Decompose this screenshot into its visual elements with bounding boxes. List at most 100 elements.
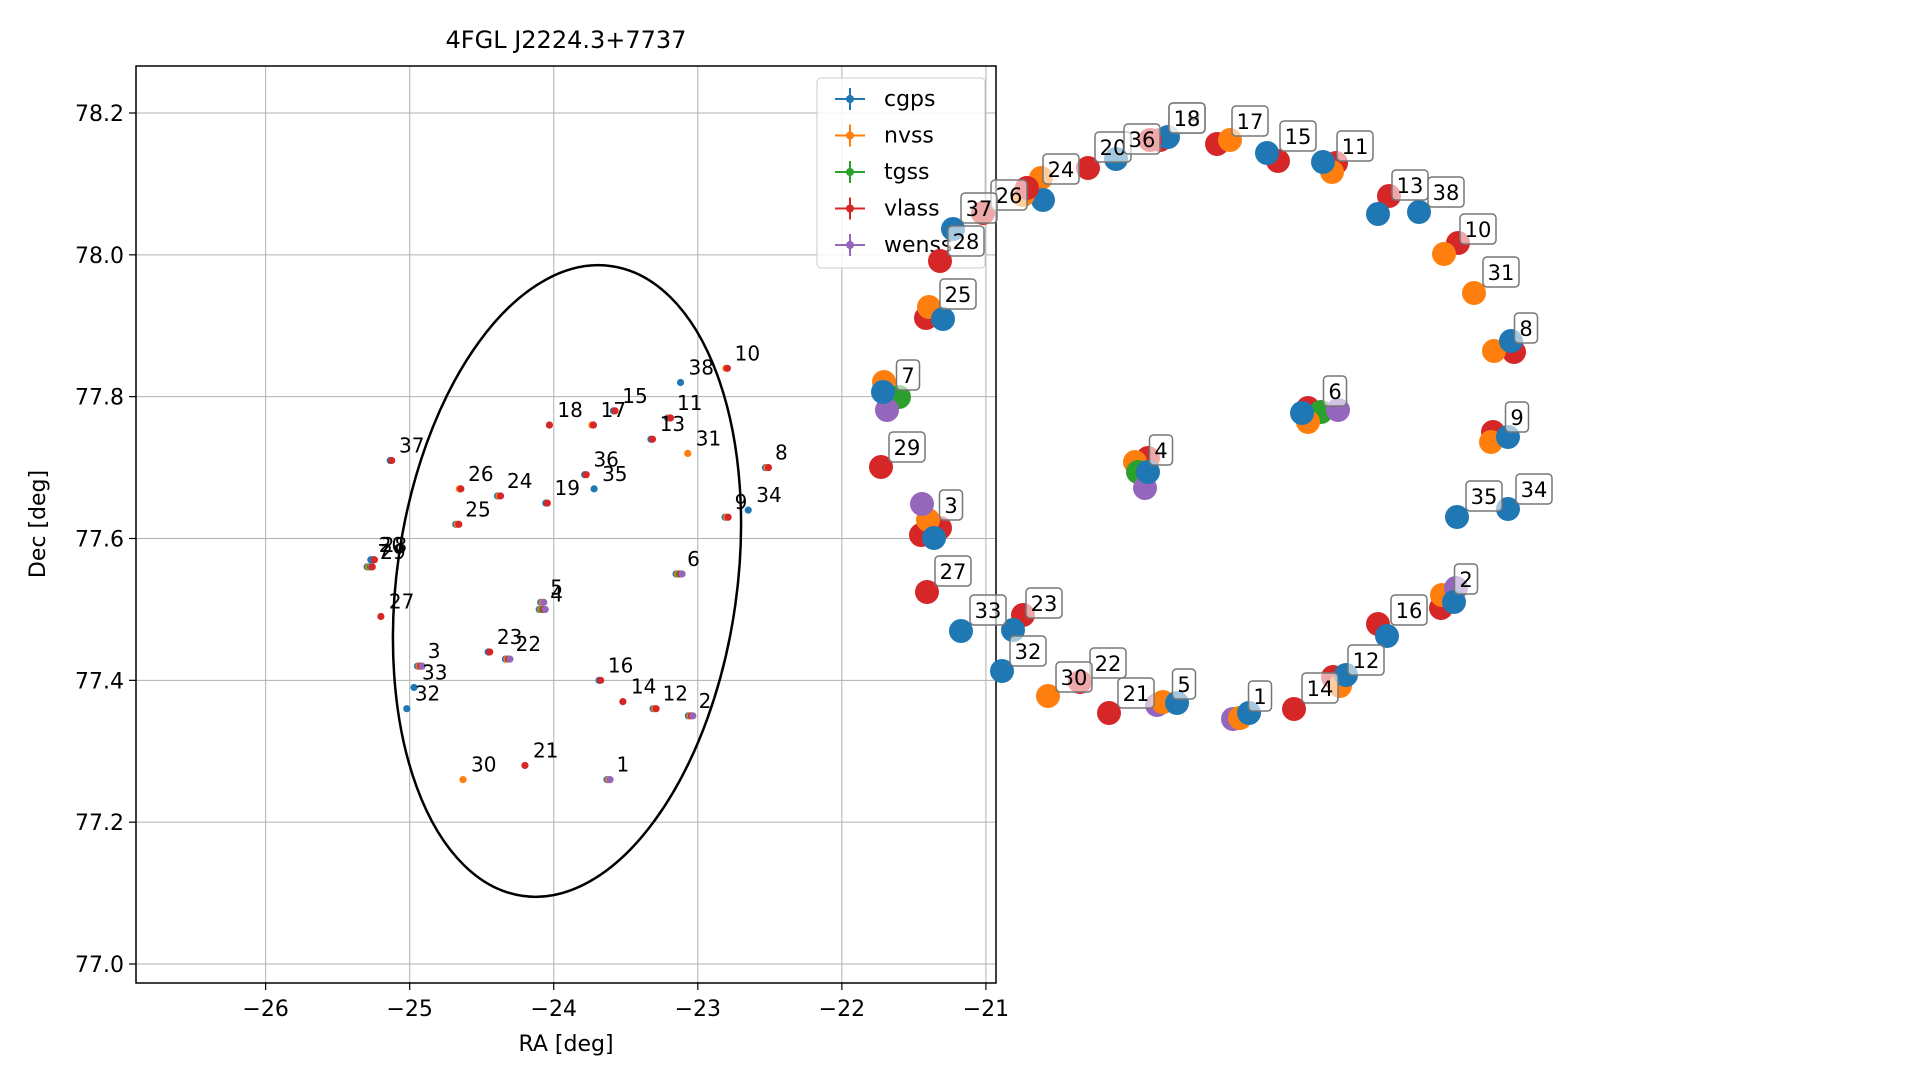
marker-label-text: 4 xyxy=(1154,439,1167,463)
marker-label-box xyxy=(1055,661,1093,693)
marker-label-text: 10 xyxy=(1465,218,1492,242)
survey-markers xyxy=(869,125,1526,731)
marker-label-box xyxy=(1347,644,1385,676)
point-label: 26 xyxy=(468,462,493,486)
marker-cgps xyxy=(1136,460,1160,484)
x-tick-label: −26 xyxy=(242,997,288,1022)
marker-label-text: 13 xyxy=(1397,174,1424,198)
point-label: 16 xyxy=(608,653,633,677)
marker-label: 13 xyxy=(1391,169,1429,201)
marker-label: 2 xyxy=(1453,563,1479,595)
data-points xyxy=(363,364,773,784)
point-label: 38 xyxy=(689,355,714,379)
point-label: 31 xyxy=(696,426,721,450)
point-vlass xyxy=(611,407,619,415)
marker-label-text: 36 xyxy=(1129,128,1156,152)
marker-label-text: 34 xyxy=(1521,478,1548,502)
marker-cgps xyxy=(1442,590,1466,614)
marker-label-box xyxy=(1482,256,1520,288)
y-ticks: 77.0 77.2 77.4 77.6 77.8 78.0 78.2 xyxy=(75,102,136,978)
marker-label: 26 xyxy=(990,179,1028,211)
point-label: 19 xyxy=(555,476,580,500)
marker-label-box xyxy=(1025,587,1063,619)
marker-label: 15 xyxy=(1279,120,1317,152)
marker-nvss xyxy=(1036,684,1060,708)
legend-item-vlass: vlass xyxy=(835,197,940,222)
marker-label-text: 30 xyxy=(1061,666,1088,690)
marker-label: 21 xyxy=(1117,677,1155,709)
point-wenss xyxy=(606,776,614,784)
axes-frame xyxy=(135,65,997,984)
marker-nvss xyxy=(1432,242,1456,266)
marker-label-text: 3 xyxy=(944,494,957,518)
marker-label-text: 26 xyxy=(996,184,1023,208)
y-tick-label: 78.2 xyxy=(75,102,124,127)
point-label: 6 xyxy=(687,547,700,571)
marker-label: 18 xyxy=(1168,102,1206,134)
point-label: 4 xyxy=(550,582,563,606)
point-label: 33 xyxy=(422,660,447,684)
marker-label-text: 1 xyxy=(1253,685,1266,709)
marker-label-box xyxy=(895,359,921,391)
point-label: 23 xyxy=(497,625,522,649)
x-tick-label: −23 xyxy=(675,997,721,1022)
legend-item-nvss: nvss xyxy=(835,124,934,149)
marker-label: 24 xyxy=(1042,153,1080,185)
marker-label: 16 xyxy=(1390,594,1428,626)
marker-label-text: 23 xyxy=(1031,592,1058,616)
marker-label: 12 xyxy=(1347,644,1385,676)
point-vlass xyxy=(370,556,379,564)
marker-label-box xyxy=(1042,153,1080,185)
marker-label-box xyxy=(1231,105,1269,137)
marker-label-text: 14 xyxy=(1307,677,1334,701)
marker-cgps xyxy=(1290,401,1314,425)
point-label: 9 xyxy=(735,490,748,514)
legend-marker xyxy=(846,95,854,103)
point-vlass xyxy=(724,513,732,521)
marker-label-box xyxy=(947,225,985,257)
marker-label: 28 xyxy=(947,225,985,257)
marker-label: 3 xyxy=(938,489,964,521)
x-tick-label: −24 xyxy=(531,997,577,1022)
point-label: 17 xyxy=(601,398,626,422)
point-label: 7 xyxy=(377,540,390,564)
marker-label-text: 29 xyxy=(894,436,921,460)
marker-label-box xyxy=(1515,473,1553,505)
point-label: 10 xyxy=(735,341,760,365)
point-label: 18 xyxy=(557,398,582,422)
point-wenss xyxy=(418,662,426,670)
legend-marker xyxy=(846,168,854,176)
marker-label-text: 12 xyxy=(1353,649,1380,673)
marker-label: 30 xyxy=(1055,661,1093,693)
point-cgps xyxy=(744,506,752,514)
point-label: 25 xyxy=(465,497,490,521)
marker-label-box xyxy=(1301,672,1339,704)
marker-label-box xyxy=(888,431,926,463)
marker-label-text: 15 xyxy=(1285,125,1312,149)
marker-label-text: 22 xyxy=(1095,652,1122,676)
point-wenss xyxy=(689,712,697,720)
marker-label-box xyxy=(1117,677,1155,709)
marker-label-box xyxy=(1459,213,1497,245)
point-label: 11 xyxy=(677,391,702,415)
marker-wenss xyxy=(910,492,934,516)
marker-label-box xyxy=(1279,120,1317,152)
marker-label: 14 xyxy=(1301,672,1339,704)
marker-label: 37 xyxy=(960,192,998,224)
marker-label: 36 xyxy=(1123,123,1161,155)
marker-label: 9 xyxy=(1504,401,1530,433)
point-label: 32 xyxy=(415,682,440,706)
marker-cgps xyxy=(949,619,973,643)
marker-label: 10 xyxy=(1459,213,1497,245)
point-cgps xyxy=(403,705,411,713)
legend-item-cgps: cgps xyxy=(835,87,936,112)
marker-label-text: 31 xyxy=(1488,261,1515,285)
left-axes: 1234567891011121314151617181920212223242… xyxy=(26,26,1009,1057)
marker-label-text: 2 xyxy=(1459,568,1472,592)
legend-marker xyxy=(846,241,854,249)
point-vlass xyxy=(648,435,657,443)
point-vlass xyxy=(377,612,385,621)
marker-label: 6 xyxy=(1322,375,1348,407)
